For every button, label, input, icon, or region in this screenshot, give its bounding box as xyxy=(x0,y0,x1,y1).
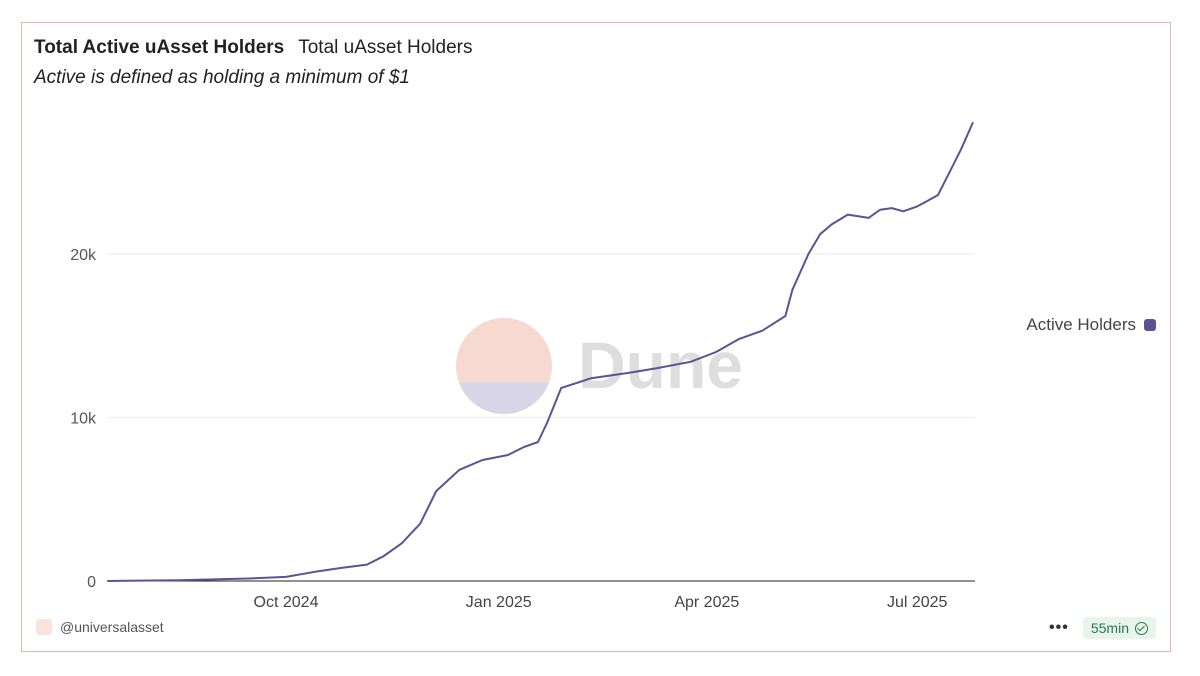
tab-total-active-holders[interactable]: Total Active uAsset Holders xyxy=(34,37,285,58)
footer-actions: ••• 55min xyxy=(1049,617,1156,639)
x-tick-label: Oct 2024 xyxy=(254,594,319,611)
freshness-label: 55min xyxy=(1090,620,1129,636)
chart-card: Total Active uAsset Holders Total uAsset… xyxy=(21,22,1171,652)
owner-name: @universalasset xyxy=(60,619,164,635)
x-tick-label: Apr 2025 xyxy=(674,594,739,611)
check-circle-icon xyxy=(1135,621,1148,635)
chart-subtitle: Active is defined as holding a minimum o… xyxy=(34,67,410,88)
y-tick-label: 20k xyxy=(70,247,97,264)
dune-logo-lower xyxy=(458,382,550,414)
legend-swatch xyxy=(1144,319,1156,331)
y-tick-label: 10k xyxy=(70,410,97,427)
owner-avatar xyxy=(36,619,52,635)
chart-tabs: Total Active uAsset Holders Total uAsset… xyxy=(34,37,472,59)
x-tick-label: Jan 2025 xyxy=(466,594,532,611)
line-chart: Dune 0 10k 20k Oct 2024 Jan 2025 Apr 2025 Jul 2… xyxy=(70,122,975,611)
series-line-active-holders xyxy=(107,122,974,582)
x-tick-label: Jul 2025 xyxy=(887,594,948,611)
freshness-badge: 55min xyxy=(1082,617,1156,639)
legend-label: Active Holders xyxy=(1026,315,1136,334)
owner-link[interactable]: @universalasset xyxy=(36,619,164,635)
y-tick-label: 0 xyxy=(87,574,96,591)
more-icon[interactable]: ••• xyxy=(1049,619,1069,636)
watermark-text: Dune xyxy=(578,328,743,402)
legend[interactable]: Active Holders xyxy=(1026,315,1156,335)
tab-total-holders[interactable]: Total uAsset Holders xyxy=(298,37,473,58)
